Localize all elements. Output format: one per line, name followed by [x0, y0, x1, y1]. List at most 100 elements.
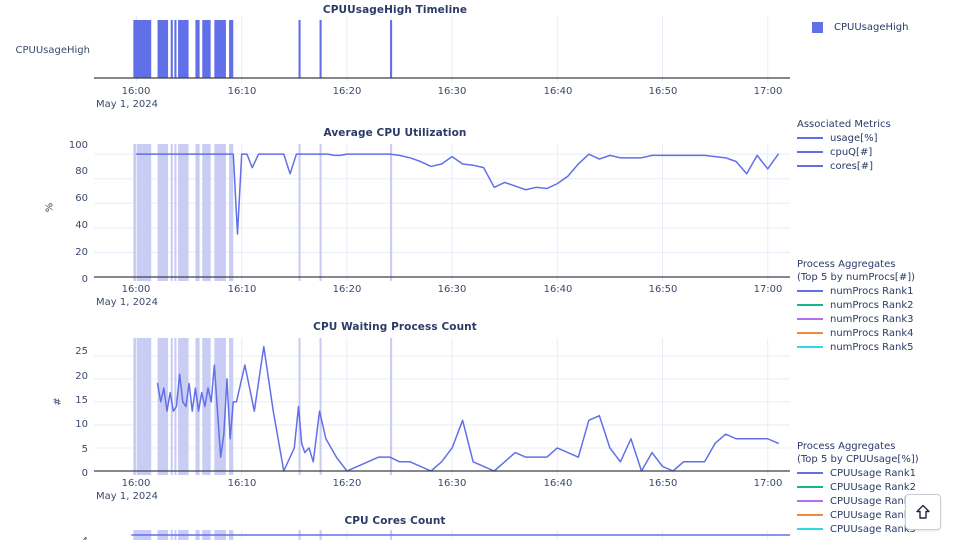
legend-line-icon	[797, 318, 823, 320]
legend-title-numprocs-line2: (Top 5 by numProcs[#])	[797, 272, 916, 283]
cpu-utilization-xtick-1: 16:10	[227, 284, 257, 295]
cpu-utilization-ytick-4: 80	[75, 166, 88, 177]
legend-line-icon	[797, 486, 823, 488]
cpu-utilization-xtick-6: 17:00	[753, 284, 783, 295]
legend-label-cpuusage-rank5: CPUUsage Rank5	[830, 523, 917, 535]
legend-label-cpuq: cpuQ[#]	[830, 146, 873, 158]
legend-line-icon	[797, 514, 823, 516]
legend-item-cpuq[interactable]: cpuQ[#]	[797, 145, 891, 159]
panel-title-cpu-waiting: CPU Waiting Process Count	[313, 321, 477, 333]
cpu-utilization-ytick-1: 20	[75, 247, 88, 258]
legend-line-icon	[797, 290, 823, 292]
legend-line-icon	[797, 332, 823, 334]
legend-item-numprocs-rank2[interactable]: numProcs Rank2	[797, 298, 915, 312]
cpu-utilization-xtick-0: 16:00	[121, 284, 151, 295]
timeline-xtick-2: 16:20	[332, 86, 362, 97]
cpu-utilization-xtick-4: 16:40	[543, 284, 573, 295]
cpu-waiting-xtick-6: 17:00	[753, 478, 783, 489]
cpu-waiting-xtick-0: 16:00	[121, 478, 151, 489]
legend-item-usage[interactable]: usage[%]	[797, 131, 891, 145]
legend-item-numprocs-rank4[interactable]: numProcs Rank4	[797, 326, 915, 340]
timeline-xtick-1: 16:10	[227, 86, 257, 97]
legend-process-aggregates-cpuusage: Process Aggregates (Top 5 by CPUUsage[%]…	[797, 440, 919, 536]
timeline-xtick-5: 16:50	[648, 86, 678, 97]
legend-line-icon	[797, 472, 823, 474]
cpu-utilization-ytick-5: 100	[68, 140, 88, 151]
timeline-xtick-4: 16:40	[543, 86, 573, 97]
legend-swatch-box-icon	[812, 21, 823, 33]
cpu-waiting-xtick-3: 16:30	[437, 478, 467, 489]
cpu-waiting-ytick-2: 10	[75, 419, 88, 430]
legend-title-numprocs-line1: Process Aggregates	[797, 259, 896, 270]
legend-title-cpuusage-line1: Process Aggregates	[797, 441, 896, 452]
scroll-to-top-button[interactable]	[905, 494, 941, 530]
legend-line-icon	[797, 151, 823, 153]
cpu-waiting-xtick-4: 16:40	[543, 478, 573, 489]
legend-line-icon	[797, 137, 823, 139]
legend-item-cpuusage-rank3[interactable]: CPUUsage Rank3	[797, 494, 919, 508]
panel-timeline: CPUUsageHigh Timeline CPUUsageHigh 16:00…	[0, 0, 790, 115]
cpu-waiting-xtick-1: 16:10	[227, 478, 257, 489]
legend-item-numprocs-rank5[interactable]: numProcs Rank5	[797, 340, 915, 354]
legend-label-numprocs-rank5: numProcs Rank5	[830, 341, 914, 353]
panel-cpu-waiting: CPU Waiting Process Count # 0 5 10 15 20…	[0, 318, 790, 503]
cpu-waiting-ytick-1: 5	[81, 444, 88, 455]
legend-item-numprocs-rank1[interactable]: numProcs Rank1	[797, 284, 915, 298]
legend-title-associated-metrics: Associated Metrics	[797, 119, 891, 130]
legend-item-numprocs-rank3[interactable]: numProcs Rank3	[797, 312, 915, 326]
cpu-cores-svg	[131, 530, 790, 540]
cpu-cores-ytick-0: 4	[56, 536, 88, 540]
legend-item-cpuusage-rank2[interactable]: CPUUsage Rank2	[797, 480, 919, 494]
cpu-utilization-svg	[94, 144, 790, 281]
timeline-row-label: CPUUsageHigh	[15, 45, 90, 56]
legend-label-cpuusage-rank3: CPUUsage Rank3	[830, 495, 917, 507]
arrow-up-icon	[916, 504, 930, 519]
legend-label-numprocs-rank4: numProcs Rank4	[830, 327, 914, 339]
cpu-waiting-date-caption: May 1, 2024	[96, 491, 159, 502]
cpu-utilization-ytick-0: 0	[81, 274, 88, 285]
legend-line-icon	[797, 528, 823, 530]
timeline-date-caption: May 1, 2024	[96, 99, 159, 110]
legend-label-numprocs-rank1: numProcs Rank1	[830, 285, 914, 297]
legend-label-cpuusage-rank1: CPUUsage Rank1	[830, 467, 917, 479]
panel-title-cpu-utilization: Average CPU Utilization	[323, 127, 467, 139]
legend-label-usage: usage[%]	[830, 132, 878, 144]
legend-label-numprocs-rank2: numProcs Rank2	[830, 299, 914, 311]
legend-line-icon	[797, 304, 823, 306]
legend-label-cpuusage-rank4: CPUUsage Rank4	[830, 509, 917, 521]
cpu-waiting-ytick-4: 20	[75, 371, 88, 382]
panel-title-cpu-cores: CPU Cores Count	[344, 515, 446, 527]
timeline-xtick-0: 16:00	[121, 86, 151, 97]
cpu-utilization-plot[interactable]	[94, 144, 790, 281]
legend-process-aggregates-numprocs: Process Aggregates (Top 5 by numProcs[#]…	[797, 258, 915, 354]
panel-cpu-utilization: Average CPU Utilization % 0 20 40 60 80 …	[0, 124, 790, 309]
cpu-utilization-xtick-3: 16:30	[437, 284, 467, 295]
timeline-xtick-6: 17:00	[753, 86, 783, 97]
cpu-cores-plot[interactable]	[94, 530, 790, 540]
legend-line-icon	[797, 500, 823, 502]
legend-item-cores[interactable]: cores[#]	[797, 159, 891, 173]
timeline-plot[interactable]	[94, 16, 790, 82]
legend-item-cpuusage-rank1[interactable]: CPUUsage Rank1	[797, 466, 919, 480]
legend-line-icon	[797, 165, 823, 167]
panel-title-timeline: CPUUsageHigh Timeline	[322, 4, 468, 16]
legend-timeline: CPUUsageHigh	[797, 20, 908, 34]
cpu-utilization-xtick-2: 16:20	[332, 284, 362, 295]
cpu-waiting-ytick-5: 25	[75, 346, 88, 357]
legend-associated-metrics: Associated Metrics usage[%] cpuQ[#] core…	[797, 118, 891, 173]
cpu-waiting-svg	[94, 338, 790, 475]
cpu-waiting-ytick-0: 0	[81, 468, 88, 479]
legend-item-cpuusage-rank4[interactable]: CPUUsage Rank4	[797, 508, 919, 522]
cpu-waiting-xtick-5: 16:50	[648, 478, 678, 489]
legend-title-cpuusage-line2: (Top 5 by CPUUsage[%])	[797, 454, 919, 465]
legend-item-cpuusage-rank5[interactable]: CPUUsage Rank5	[797, 522, 919, 536]
cpu-waiting-xtick-2: 16:20	[332, 478, 362, 489]
cpu-waiting-plot[interactable]	[94, 338, 790, 475]
cpu-utilization-ytick-2: 40	[75, 220, 88, 231]
cpu-utilization-xtick-5: 16:50	[648, 284, 678, 295]
cpu-utilization-ytick-3: 60	[75, 193, 88, 204]
legend-label-cpuusagehigh: CPUUsageHigh	[834, 21, 909, 33]
panel-cpu-cores: CPU Cores Count 4	[0, 512, 790, 540]
legend-item-cpuusagehigh[interactable]: CPUUsageHigh	[812, 20, 908, 34]
